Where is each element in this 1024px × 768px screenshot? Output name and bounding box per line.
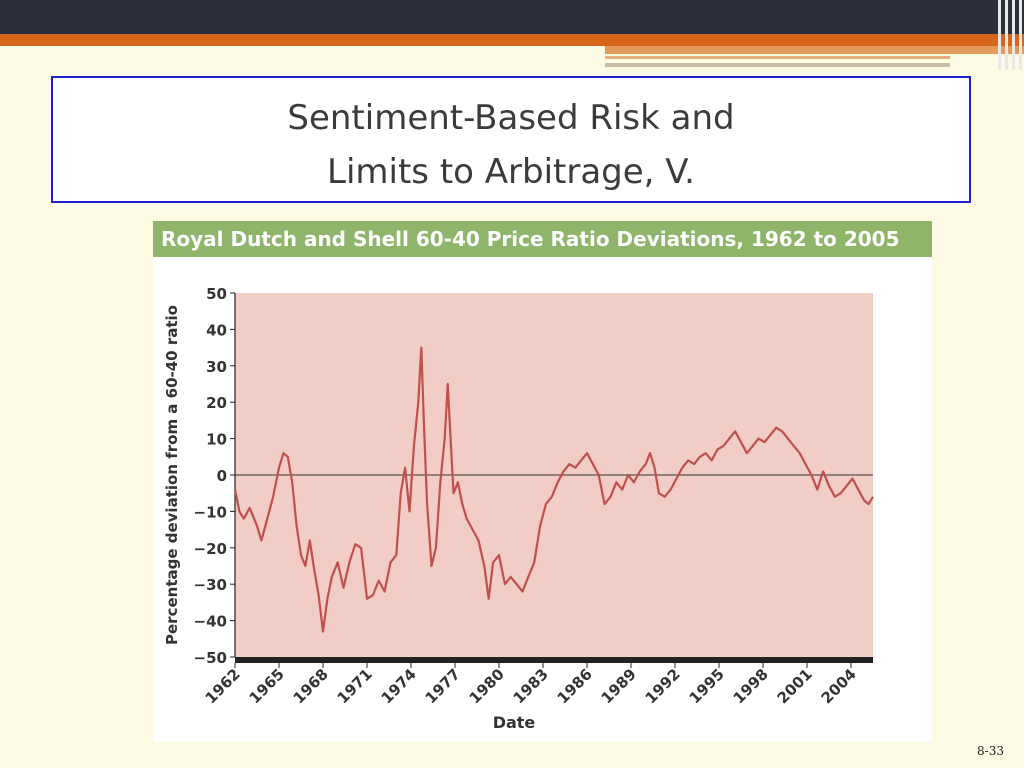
x-tick-label: 1995: [686, 665, 728, 707]
corner-decoration: [994, 0, 1024, 70]
x-tick-label: 1962: [202, 665, 244, 707]
y-tick-label: 30: [206, 358, 227, 376]
series-line-0: [233, 346, 874, 633]
y-tick-label: −30: [194, 576, 227, 594]
x-tick-label: 1989: [598, 665, 640, 707]
x-tick-label: 2004: [818, 665, 860, 707]
y-tick-label: 20: [206, 394, 227, 412]
x-tick-label: 1968: [290, 665, 332, 707]
x-tick-label: 1965: [246, 665, 288, 707]
y-axis-label: Percentage deviation from a 60-40 ratio: [163, 305, 181, 645]
x-axis-label: Date: [493, 713, 536, 732]
x-tick-label: 1986: [554, 665, 596, 707]
y-tick-label: 10: [206, 431, 227, 449]
y-tick-label: −20: [194, 540, 227, 558]
x-tick-label: 1971: [334, 665, 376, 707]
slide-title-line-2: Limits to Arbitrage, V.: [327, 152, 695, 192]
x-tick-label: 1998: [730, 665, 772, 707]
x-tick-label: 1980: [466, 665, 508, 707]
slide-top-bar: [0, 0, 1024, 34]
slide-accent-stripe: [0, 34, 1024, 46]
slide-accent-line-gray: [605, 63, 950, 67]
x-tick-label: 2001: [774, 665, 816, 707]
y-tick-label: −50: [194, 649, 227, 667]
y-tick-label: 50: [206, 285, 227, 303]
slide-accent-line: [605, 56, 950, 59]
chart-title: Royal Dutch and Shell 60-40 Price Ratio …: [153, 221, 932, 257]
y-tick-label: −10: [194, 503, 227, 521]
page-number: 8-33: [977, 744, 1004, 758]
slide-accent-stripe-secondary: [605, 46, 1024, 54]
x-tick-label: 1983: [510, 665, 552, 707]
chart-panel: Royal Dutch and Shell 60-40 Price Ratio …: [153, 221, 932, 742]
slide-title-line-1: Sentiment-Based Risk and: [287, 98, 735, 138]
x-tick-label: 1992: [642, 665, 684, 707]
x-axis-bar: [235, 657, 873, 663]
x-tick-label: 1974: [378, 665, 420, 707]
y-tick-label: 0: [217, 467, 227, 485]
title-box: Sentiment-Based Risk and Limits to Arbit…: [51, 76, 971, 203]
y-tick-label: 40: [206, 321, 227, 339]
x-tick-label: 1977: [422, 665, 464, 707]
y-tick-label: −40: [194, 613, 227, 631]
